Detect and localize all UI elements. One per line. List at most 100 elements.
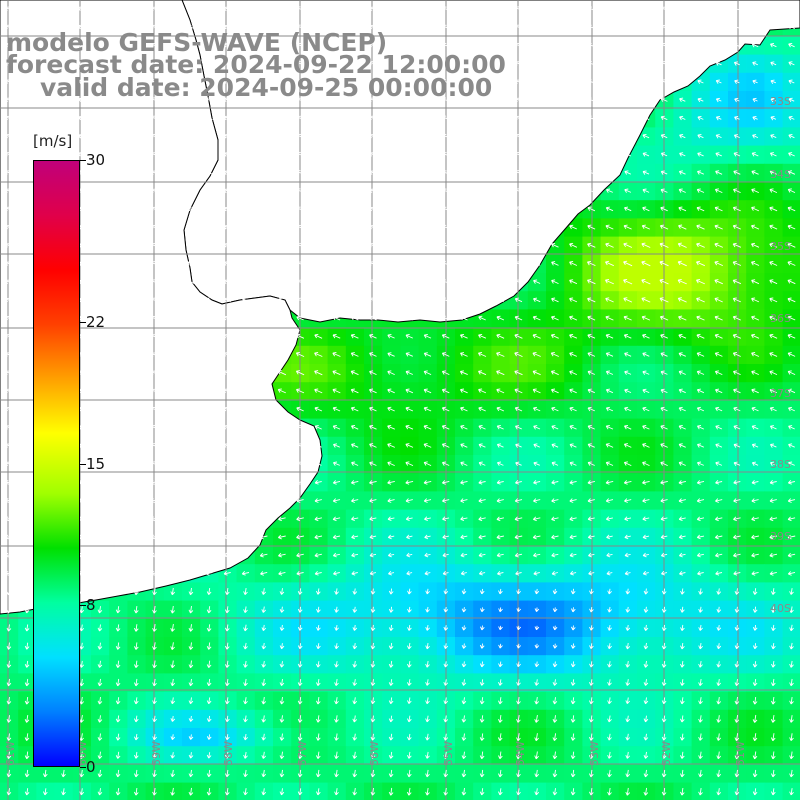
wind-arrow xyxy=(241,516,250,522)
wind-arrow xyxy=(752,733,758,742)
wind-arrow xyxy=(151,206,158,212)
wind-arrow xyxy=(716,625,722,631)
speed-cell xyxy=(36,764,56,784)
wind-arrow xyxy=(277,534,286,540)
wind-arrow xyxy=(132,6,140,11)
wind-arrow xyxy=(370,661,376,668)
wind-arrow xyxy=(715,406,723,412)
speed-cell xyxy=(127,746,147,765)
wind-arrow xyxy=(334,697,339,705)
speed-cell xyxy=(473,746,492,765)
wind-arrow xyxy=(387,42,395,48)
wind-arrow xyxy=(351,552,359,558)
speed-cell xyxy=(345,509,365,529)
wind-arrow xyxy=(369,243,377,248)
speed-cell xyxy=(200,764,219,784)
wind-arrow xyxy=(660,152,668,157)
wind-arrow xyxy=(388,733,394,741)
wind-arrow xyxy=(314,115,322,121)
speed-cell xyxy=(673,527,693,547)
wind-arrow xyxy=(78,79,85,84)
wind-arrow xyxy=(315,697,321,705)
speed-cell xyxy=(546,509,565,529)
speed-cell xyxy=(782,218,800,238)
wind-arrow xyxy=(296,188,304,194)
wind-arrow xyxy=(641,260,651,267)
speed-cell xyxy=(618,709,638,729)
wind-arrow xyxy=(751,43,759,48)
speed-cell xyxy=(400,564,420,583)
speed-cell xyxy=(673,764,693,784)
wind-arrow xyxy=(314,352,323,357)
speed-cell xyxy=(691,509,711,529)
wind-arrow xyxy=(697,425,704,430)
wind-arrow xyxy=(605,115,614,121)
speed-cell xyxy=(600,491,620,511)
speed-cell xyxy=(345,491,365,511)
speed-cell xyxy=(327,600,347,620)
wind-arrow xyxy=(333,42,340,48)
wind-arrow xyxy=(187,79,195,84)
wind-arrow xyxy=(771,643,776,650)
wind-arrow xyxy=(314,297,322,303)
wind-arrow xyxy=(551,206,559,212)
wind-arrow xyxy=(552,643,558,649)
wind-arrow xyxy=(734,116,740,121)
speed-cell xyxy=(236,564,256,583)
wind-arrow xyxy=(423,370,432,376)
wind-arrow xyxy=(715,6,723,11)
wind-arrow xyxy=(443,661,449,668)
speed-cell xyxy=(527,564,547,583)
wind-arrow xyxy=(5,279,13,284)
speed-cell xyxy=(455,746,474,765)
wind-arrow xyxy=(588,679,594,686)
wind-arrow xyxy=(587,443,595,448)
speed-cell xyxy=(145,600,165,620)
wind-arrow xyxy=(259,333,268,339)
wind-arrow xyxy=(405,279,414,285)
wind-arrow xyxy=(441,352,450,357)
wind-arrow xyxy=(132,133,140,139)
wind-arrow xyxy=(278,133,286,139)
speed-cell xyxy=(418,637,438,656)
speed-cell xyxy=(291,655,310,674)
wind-arrow xyxy=(242,61,249,66)
wind-arrow xyxy=(679,61,686,66)
wind-arrow xyxy=(78,61,86,66)
wind-arrow xyxy=(461,588,467,595)
speed-cell xyxy=(673,546,693,565)
wind-arrow xyxy=(206,734,212,740)
wind-arrow xyxy=(261,715,267,723)
wind-arrow xyxy=(498,661,503,668)
wind-arrow xyxy=(533,552,541,558)
wind-arrow xyxy=(787,261,796,266)
wind-arrow xyxy=(677,279,687,285)
speed-cell xyxy=(746,509,765,529)
wind-arrow xyxy=(296,443,304,448)
wind-arrow xyxy=(132,206,140,212)
wind-arrow xyxy=(623,461,632,467)
speed-cell xyxy=(618,491,638,511)
speed-cell xyxy=(782,309,800,329)
speed-cell xyxy=(127,728,147,747)
wind-arrow xyxy=(533,79,540,84)
wind-arrow xyxy=(387,170,395,175)
wind-arrow xyxy=(187,261,195,266)
wind-arrow xyxy=(642,461,650,467)
wind-arrow xyxy=(188,752,194,759)
wind-arrow xyxy=(697,24,704,30)
speed-cell xyxy=(109,728,128,747)
wind-arrow xyxy=(551,133,559,139)
wind-arrow xyxy=(533,425,541,430)
speed-cell xyxy=(473,582,492,602)
speed-cell xyxy=(400,491,420,511)
speed-cell xyxy=(91,728,110,747)
wind-arrow xyxy=(170,624,175,632)
wind-arrow xyxy=(150,97,159,103)
wind-arrow xyxy=(716,697,722,705)
wind-arrow xyxy=(405,297,414,303)
speed-cell xyxy=(91,764,110,784)
wind-arrow xyxy=(752,751,758,760)
speed-cell xyxy=(491,491,511,511)
wind-arrow xyxy=(205,297,213,303)
